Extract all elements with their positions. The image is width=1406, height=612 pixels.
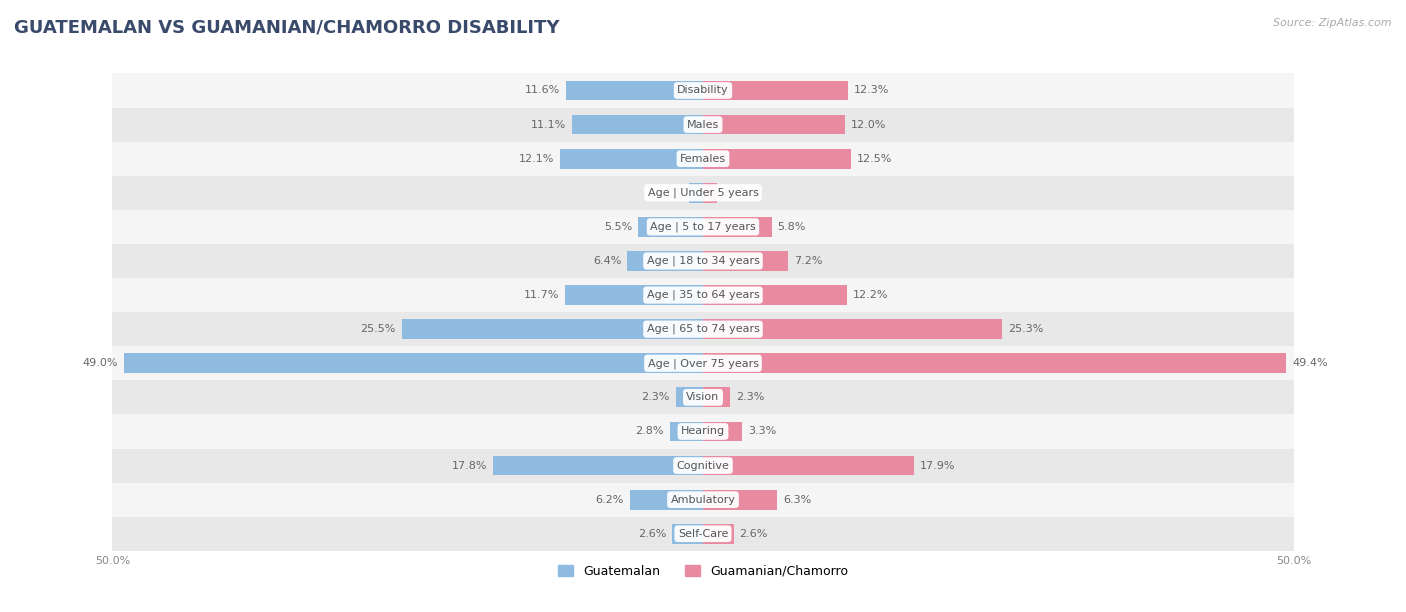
Bar [703,81,848,100]
Bar [672,524,703,543]
Text: Self-Care: Self-Care [678,529,728,539]
Bar [112,176,1294,210]
Text: 25.3%: 25.3% [1008,324,1043,334]
Bar [402,319,703,339]
Text: 2.8%: 2.8% [636,427,664,436]
Text: 5.5%: 5.5% [605,222,633,232]
Bar [703,524,734,543]
Text: 1.2%: 1.2% [723,188,751,198]
Bar [630,490,703,510]
Text: Vision: Vision [686,392,720,402]
Bar [112,483,1294,517]
Bar [703,456,914,476]
Bar [112,141,1294,176]
Text: Age | Over 75 years: Age | Over 75 years [648,358,758,368]
Bar [560,149,703,168]
Bar [112,244,1294,278]
Bar [703,490,778,510]
Bar [112,449,1294,483]
Bar [669,422,703,441]
Bar [703,353,1286,373]
Text: 11.1%: 11.1% [530,119,567,130]
Bar [703,251,787,271]
Text: 3.3%: 3.3% [748,427,776,436]
Text: 2.3%: 2.3% [641,392,669,402]
Text: 49.4%: 49.4% [1292,358,1327,368]
Text: Age | 5 to 17 years: Age | 5 to 17 years [650,222,756,232]
Text: 5.8%: 5.8% [778,222,806,232]
Bar [112,73,1294,108]
Bar [703,422,742,441]
Text: Disability: Disability [678,86,728,95]
Bar [112,278,1294,312]
Bar [676,387,703,407]
Text: GUATEMALAN VS GUAMANIAN/CHAMORRO DISABILITY: GUATEMALAN VS GUAMANIAN/CHAMORRO DISABIL… [14,18,560,36]
Text: 6.3%: 6.3% [783,494,811,505]
Bar [112,380,1294,414]
Text: Hearing: Hearing [681,427,725,436]
Text: Cognitive: Cognitive [676,461,730,471]
Bar [112,346,1294,380]
Text: 12.2%: 12.2% [853,290,889,300]
Legend: Guatemalan, Guamanian/Chamorro: Guatemalan, Guamanian/Chamorro [553,560,853,583]
Bar [627,251,703,271]
Text: Age | 65 to 74 years: Age | 65 to 74 years [647,324,759,334]
Text: 2.3%: 2.3% [737,392,765,402]
Bar [703,217,772,237]
Text: 6.2%: 6.2% [596,494,624,505]
Text: 2.6%: 2.6% [740,529,768,539]
Text: 25.5%: 25.5% [360,324,396,334]
Text: Ambulatory: Ambulatory [671,494,735,505]
Text: 49.0%: 49.0% [83,358,118,368]
Bar [124,353,703,373]
Text: Age | Under 5 years: Age | Under 5 years [648,187,758,198]
Text: 6.4%: 6.4% [593,256,621,266]
Text: 1.2%: 1.2% [655,188,683,198]
Bar [703,114,845,135]
Bar [112,210,1294,244]
Bar [567,81,703,100]
Bar [703,387,730,407]
Text: 12.0%: 12.0% [851,119,886,130]
Bar [572,114,703,135]
Bar [492,456,703,476]
Bar [703,319,1002,339]
Text: Age | 35 to 64 years: Age | 35 to 64 years [647,290,759,300]
Bar [112,312,1294,346]
Text: Males: Males [688,119,718,130]
Text: 2.6%: 2.6% [638,529,666,539]
Bar [112,517,1294,551]
Text: 7.2%: 7.2% [794,256,823,266]
Bar [112,108,1294,141]
Text: Source: ZipAtlas.com: Source: ZipAtlas.com [1274,18,1392,28]
Bar [689,183,703,203]
Text: 11.6%: 11.6% [524,86,560,95]
Bar [112,414,1294,449]
Text: 12.5%: 12.5% [856,154,891,163]
Bar [703,149,851,168]
Text: 11.7%: 11.7% [523,290,560,300]
Bar [703,285,846,305]
Text: 17.9%: 17.9% [921,461,956,471]
Text: Age | 18 to 34 years: Age | 18 to 34 years [647,256,759,266]
Bar [638,217,703,237]
Bar [565,285,703,305]
Text: 17.8%: 17.8% [451,461,486,471]
Text: 12.3%: 12.3% [855,86,890,95]
Text: Females: Females [681,154,725,163]
Bar [703,183,717,203]
Text: 12.1%: 12.1% [519,154,554,163]
